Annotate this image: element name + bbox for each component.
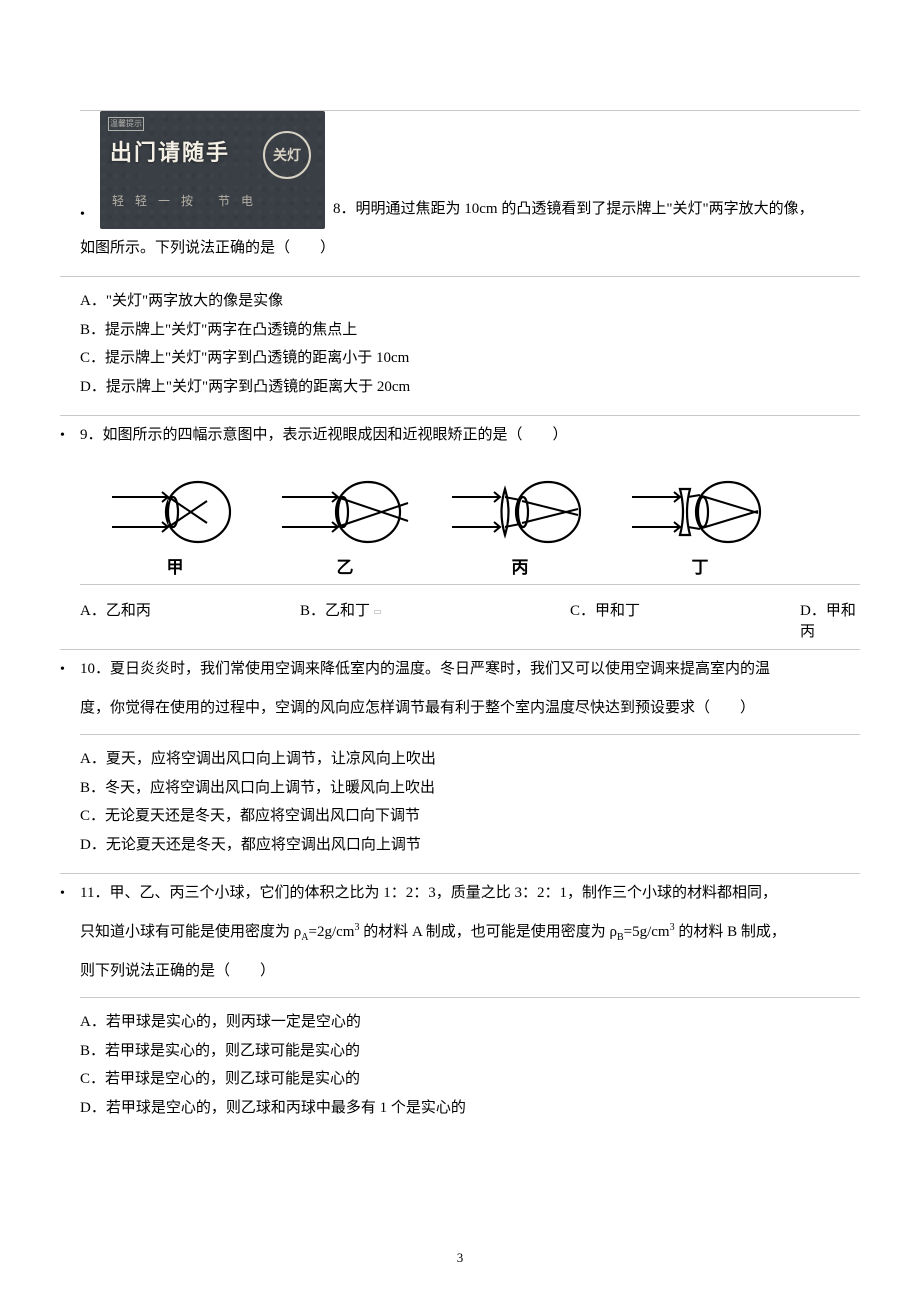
eye-label-jia: 甲 xyxy=(167,553,184,578)
bullet-q11: • xyxy=(60,874,80,902)
q11-line1: 11．甲、乙、丙三个小球，它们的体积之比为 1：2：3，质量之比 3：2：1，制… xyxy=(80,874,860,913)
q9-stem: 9．如图所示的四幅示意图中，表示近视眼成因和近视眼矫正的是（ ） xyxy=(80,416,860,455)
eye-label-bing: 丙 xyxy=(512,553,529,578)
q9-option-b: B．乙和丁 xyxy=(300,603,370,619)
sign-corner-text: 温馨提示 xyxy=(108,117,144,131)
q11-option-b: B．若甲球是实心的，则乙球可能是实心的 xyxy=(80,1037,860,1066)
page-number: 3 xyxy=(0,1250,920,1266)
sign-sub-text: 轻轻一按 节电 xyxy=(112,192,264,209)
eye-diagram-jia xyxy=(110,473,240,551)
q10-option-b: B．冬天，应将空调出风口向上调节，让暖风向上吹出 xyxy=(80,774,860,803)
q8-option-b: B．提示牌上"关灯"两字在凸透镜的焦点上 xyxy=(80,316,860,345)
q8-lead-text: 8．明明通过焦距为 10cm 的凸透镜看到了提示牌上"关灯"两字放大的像， xyxy=(333,190,860,229)
sign-big-text: 出门请随手 xyxy=(110,135,230,167)
q10-option-a: A．夏天，应将空调出风口向上调节，让凉风向上吹出 xyxy=(80,745,860,774)
q11-line2: 只知道小球有可能是使用密度为 ρA=2g/cm3 的材料 A 制成，也可能是使用… xyxy=(80,913,860,952)
eye-diagram-ding xyxy=(630,473,770,551)
eye-label-ding: 丁 xyxy=(692,553,709,578)
q8-option-a: A．"关灯"两字放大的像是实像 xyxy=(80,287,860,316)
q9-diagrams: 甲 xyxy=(110,473,860,578)
q11-option-c: C．若甲球是空心的，则乙球可能是实心的 xyxy=(80,1065,860,1094)
q9-option-d: D．甲和丙 xyxy=(800,599,860,641)
eye-label-yi: 乙 xyxy=(337,553,354,578)
q11-option-d: D．若甲球是空心的，则乙球和丙球中最多有 1 个是实心的 xyxy=(80,1094,860,1123)
q8-option-c: C．提示牌上"关灯"两字到凸透镜的距离小于 10cm xyxy=(80,344,860,373)
q9-option-a: A．乙和丙 xyxy=(60,599,300,641)
q8-cont-text: 如图所示。下列说法正确的是（ ） xyxy=(80,240,335,256)
q8-option-d: D．提示牌上"关灯"两字到凸透镜的距离大于 20cm xyxy=(80,373,860,402)
q10-line2: 度，你觉得在使用的过程中，空调的风向应怎样调节最有利于整个室内温度尽快达到预设要… xyxy=(80,689,860,735)
q8-sign-image: 温馨提示 出门请随手 关灯 轻轻一按 节电 xyxy=(100,111,325,229)
q10-option-d: D．无论夏天还是冬天，都应将空调出风口向上调节 xyxy=(80,831,860,860)
q10-option-c: C．无论夏天还是冬天，都应将空调出风口向下调节 xyxy=(80,802,860,831)
bullet-q10: • xyxy=(60,650,80,678)
q10-line1: 10．夏日炎炎时，我们常使用空调来降低室内的温度。冬日严寒时，我们又可以使用空调… xyxy=(80,650,860,689)
q9-option-c: C．甲和丁 xyxy=(570,599,800,641)
eye-diagram-bing xyxy=(450,473,590,551)
q11-option-a: A．若甲球是实心的，则丙球一定是空心的 xyxy=(80,1008,860,1037)
eye-diagram-yi xyxy=(280,473,410,551)
q11-line3: 则下列说法正确的是（ ） xyxy=(80,952,860,998)
bullet-q9: • xyxy=(60,416,80,444)
sign-circle-text: 关灯 xyxy=(263,131,311,179)
dot-icon xyxy=(374,610,381,614)
bullet-q8: • xyxy=(80,207,100,229)
